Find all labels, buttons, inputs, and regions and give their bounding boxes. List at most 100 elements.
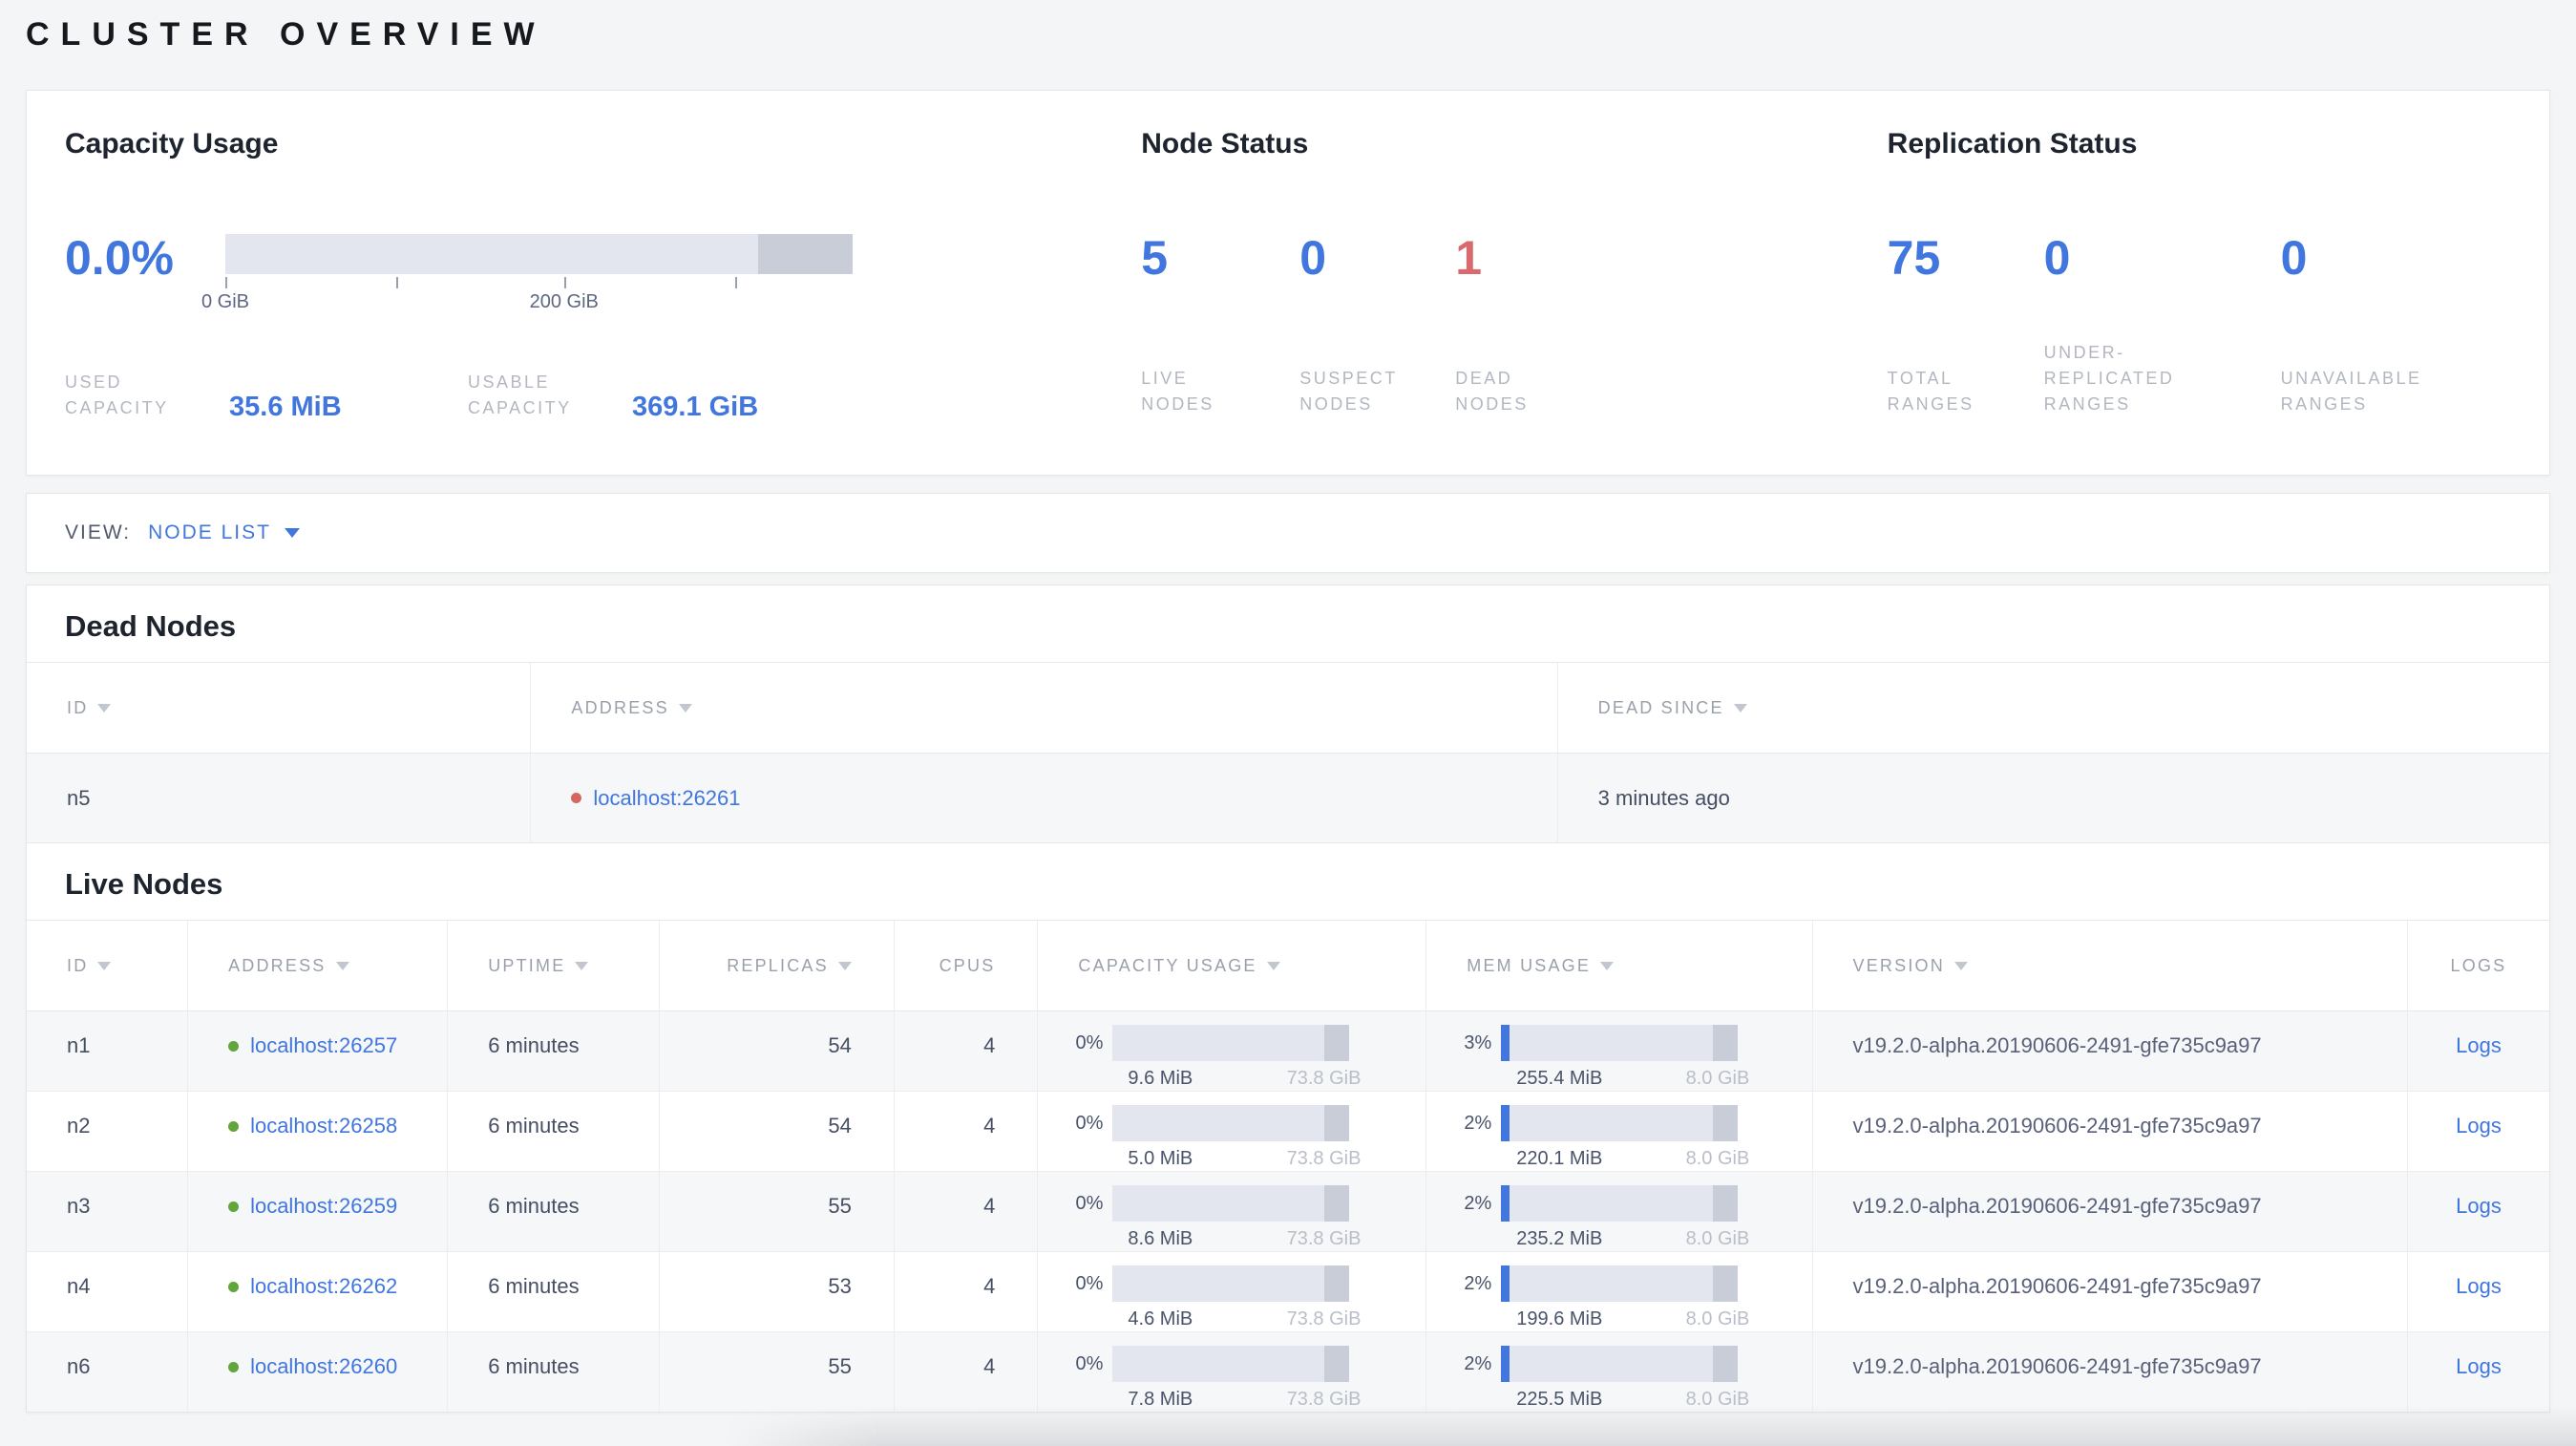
usable-capacity-stat: USABLE CAPACITY 369.1 GiB	[468, 370, 758, 421]
capacity-used-value: 8.6 MiB	[1128, 1228, 1193, 1249]
dead-node-row: n5 localhost:26261 3 minutes ago	[27, 754, 2549, 843]
dead-col-header-id[interactable]: ID	[27, 663, 532, 753]
sort-arrow-icon	[837, 961, 852, 970]
capacity-axis-labels: 0 GiB 200 GiB	[201, 291, 853, 316]
live-node-cpus: 4	[895, 1172, 1039, 1251]
node-address-link[interactable]: localhost:26259	[250, 1194, 398, 1218]
live-node-capacity-cell: 0% 9.6 MiB 73.8 GiB	[1038, 1011, 1427, 1091]
mem-meter-fill	[1501, 1265, 1510, 1302]
live-status-dot-icon	[228, 1040, 240, 1052]
live-col-header-capacity[interactable]: CAPACITY USAGE	[1038, 921, 1427, 1010]
capacity-used-value: 9.6 MiB	[1128, 1068, 1193, 1089]
mem-meter	[1501, 1265, 1739, 1302]
live-node-row: n6 localhost:26260 6 minutes 55 4	[27, 1332, 2549, 1412]
live-node-version: v19.2.0-alpha.20190606-2491-gfe735c9a97	[1813, 1092, 2408, 1171]
live-node-row: n4 localhost:26262 6 minutes 53 4	[27, 1252, 2549, 1332]
dead-col-header-dead-since[interactable]: DEAD SINCE	[1558, 663, 2549, 753]
capacity-total-value: 73.8 GiB	[1286, 1308, 1362, 1329]
live-col-header-cpus[interactable]: CPUS	[895, 921, 1039, 1010]
capacity-total-value: 73.8 GiB	[1286, 1148, 1362, 1169]
live-nodes-table: ID ADDRESS UPTIME REPLICAS CPUS	[27, 920, 2549, 1412]
capacity-percent: 0%	[1075, 1353, 1104, 1374]
live-status-dot-icon	[228, 1361, 240, 1372]
live-node-row: n3 localhost:26259 6 minutes 55 4	[27, 1172, 2549, 1252]
logs-link[interactable]: Logs	[2456, 1114, 2502, 1138]
live-nodes-label: LIVE NODES	[1141, 369, 1214, 414]
unavailable-ranges-label: UNAVAILABLE RANGES	[2280, 369, 2422, 414]
live-col-header-version[interactable]: VERSION	[1813, 921, 2408, 1010]
live-status-dot-icon	[228, 1120, 240, 1132]
unavailable-ranges-stat: 0 UNAVAILABLE RANGES	[2281, 234, 2491, 417]
mem-total-value: 8.0 GiB	[1685, 1389, 1750, 1410]
node-address-link[interactable]: localhost:26261	[593, 785, 741, 810]
capacity-meter	[1112, 1265, 1350, 1302]
live-nodes-stat: 5 LIVE NODES	[1141, 234, 1299, 417]
logs-link[interactable]: Logs	[2456, 1194, 2502, 1218]
sort-arrow-icon	[1600, 961, 1615, 970]
logs-link[interactable]: Logs	[2456, 1033, 2502, 1057]
live-node-mem-cell: 2% 235.2 MiB 8.0 GiB	[1426, 1172, 1813, 1251]
capacity-percent: 0%	[1075, 1113, 1104, 1134]
live-col-header-uptime[interactable]: UPTIME	[448, 921, 661, 1010]
live-node-mem-cell: 2% 220.1 MiB 8.0 GiB	[1426, 1092, 1813, 1171]
mem-meter-other-segment	[1713, 1346, 1739, 1382]
capacity-meter-other-segment	[1324, 1025, 1350, 1061]
total-ranges-stat: 75 TOTAL RANGES	[1888, 234, 2044, 417]
live-node-uptime: 6 minutes	[448, 1252, 661, 1331]
under-replicated-ranges-label: UNDER-REPLICATED RANGES	[2043, 343, 2175, 414]
dead-node-address: localhost:26261	[571, 785, 741, 811]
logs-link[interactable]: Logs	[2456, 1274, 2502, 1298]
live-col-header-id[interactable]: ID	[27, 921, 189, 1010]
node-address-link[interactable]: localhost:26257	[250, 1033, 398, 1057]
live-col-header-replicas[interactable]: REPLICAS	[660, 921, 895, 1010]
live-col-header-address[interactable]: ADDRESS	[188, 921, 449, 1010]
live-node-row: n2 localhost:26258 6 minutes 54 4	[27, 1092, 2549, 1172]
node-address-link[interactable]: localhost:26262	[250, 1274, 398, 1298]
mem-used-value: 235.2 MiB	[1516, 1228, 1603, 1249]
logs-link[interactable]: Logs	[2456, 1354, 2502, 1378]
live-node-replicas: 55	[660, 1332, 895, 1412]
unavailable-ranges-count: 0	[2280, 231, 2308, 285]
mem-total-value: 8.0 GiB	[1685, 1148, 1750, 1169]
live-node-uptime: 6 minutes	[448, 1092, 661, 1171]
live-col-header-logs: LOGS	[2450, 955, 2507, 975]
used-capacity-stat: USED CAPACITY 35.6 MiB	[65, 370, 468, 421]
view-dropdown[interactable]: NODE LIST	[148, 521, 300, 544]
node-address-link[interactable]: localhost:26260	[250, 1354, 398, 1378]
live-node-cpus: 4	[895, 1092, 1039, 1171]
live-node-id: n1	[27, 1011, 189, 1091]
capacity-used-value: 7.8 MiB	[1128, 1389, 1193, 1410]
live-node-version: v19.2.0-alpha.20190606-2491-gfe735c9a97	[1813, 1172, 2408, 1251]
sort-arrow-icon	[678, 703, 692, 712]
live-node-id: n4	[27, 1252, 189, 1331]
suspect-nodes-stat: 0 SUSPECT NODES	[1299, 234, 1455, 417]
view-dropdown-value: NODE LIST	[148, 521, 271, 543]
mem-meter	[1501, 1105, 1739, 1141]
usable-capacity-label: USABLE CAPACITY	[468, 372, 572, 417]
dead-nodes-label: DEAD NODES	[1455, 369, 1529, 414]
sort-arrow-icon	[97, 961, 112, 970]
mem-percent: 3%	[1464, 1032, 1492, 1053]
mem-meter-other-segment	[1713, 1265, 1739, 1302]
dead-col-header-address[interactable]: ADDRESS	[531, 663, 1558, 753]
capacity-percent: 0%	[1075, 1273, 1104, 1294]
sort-arrow-icon	[1953, 961, 1968, 970]
dead-nodes-table: ID ADDRESS DEAD SINCE n5	[27, 662, 2549, 843]
live-col-header-mem[interactable]: MEM USAGE	[1426, 921, 1813, 1010]
mem-total-value: 8.0 GiB	[1685, 1308, 1750, 1329]
live-node-id: n2	[27, 1092, 189, 1171]
sort-arrow-icon	[575, 961, 589, 970]
capacity-meter-other-segment	[1324, 1185, 1350, 1222]
mem-percent: 2%	[1464, 1273, 1492, 1294]
sort-arrow-icon	[1733, 703, 1747, 712]
mem-total-value: 8.0 GiB	[1685, 1228, 1750, 1249]
live-node-version: v19.2.0-alpha.20190606-2491-gfe735c9a97	[1813, 1252, 2408, 1331]
capacity-used-value: 5.0 MiB	[1128, 1148, 1193, 1169]
dead-nodes-heading: Dead Nodes	[65, 609, 237, 643]
mem-used-value: 255.4 MiB	[1516, 1068, 1603, 1089]
live-node-replicas: 53	[660, 1252, 895, 1331]
live-node-mem-cell: 2% 225.5 MiB 8.0 GiB	[1426, 1332, 1813, 1412]
node-address-link[interactable]: localhost:26258	[250, 1114, 398, 1138]
capacity-meter	[1112, 1185, 1350, 1222]
live-node-replicas: 54	[660, 1011, 895, 1091]
